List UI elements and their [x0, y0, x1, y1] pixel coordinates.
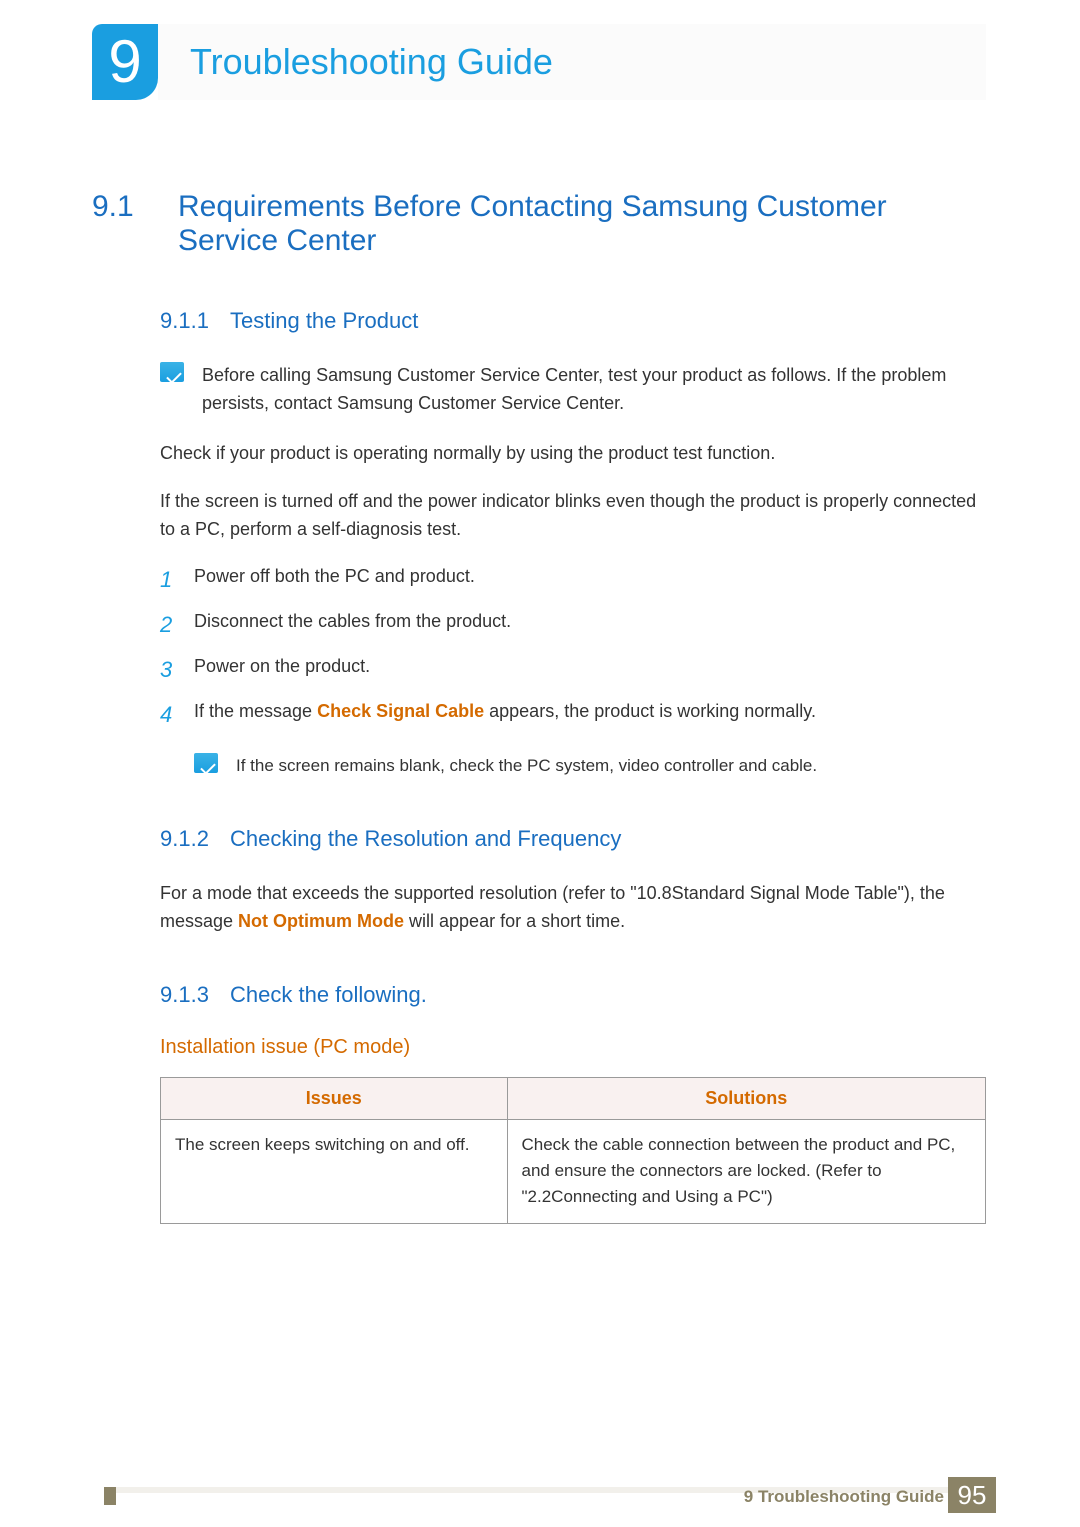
chapter-number-badge: 9	[92, 24, 158, 100]
step-text: Disconnect the cables from the product.	[194, 608, 511, 641]
step-text: Power off both the PC and product.	[194, 563, 475, 596]
chapter-title: Troubleshooting Guide	[158, 24, 986, 100]
subsection-number: 9.1.1	[160, 308, 230, 334]
issues-table: Issues Solutions The screen keeps switch…	[160, 1077, 986, 1224]
step-text: If the message Check Signal Cable appear…	[194, 698, 816, 731]
page-footer: 9 Troubleshooting Guide 95	[0, 1479, 1080, 1527]
table-row: The screen keeps switching on and off. C…	[161, 1119, 986, 1223]
footer-accent	[104, 1487, 116, 1505]
table-cell-issue: The screen keeps switching on and off.	[161, 1119, 508, 1223]
table-subheading: Installation issue (PC mode)	[160, 1036, 986, 1059]
highlight-text: Check Signal Cable	[317, 701, 484, 721]
note-block: Before calling Samsung Customer Service …	[160, 362, 986, 418]
paragraph: If the screen is turned off and the powe…	[160, 488, 986, 544]
step-number: 4	[160, 698, 180, 731]
subsection-9-1-1: 9.1.1Testing the Product Before calling …	[160, 308, 986, 780]
note-icon	[194, 753, 218, 773]
subsection-number: 9.1.3	[160, 982, 230, 1008]
footer-chapter-ref: 9 Troubleshooting Guide	[744, 1487, 944, 1507]
subsection-heading: 9.1.1Testing the Product	[160, 308, 986, 334]
paragraph: For a mode that exceeds the supported re…	[160, 880, 986, 936]
section-title: Requirements Before Contacting Samsung C…	[178, 190, 978, 258]
note-text: Before calling Samsung Customer Service …	[202, 362, 986, 418]
subsection-number: 9.1.2	[160, 826, 230, 852]
text-after: appears, the product is working normally…	[484, 701, 816, 721]
steps-list: 1 Power off both the PC and product. 2 Dis…	[160, 563, 986, 731]
page: 9 Troubleshooting Guide 9.1Requirements …	[0, 0, 1080, 1527]
table-cell-solution: Check the cable connection between the p…	[507, 1119, 986, 1223]
subsection-title: Testing the Product	[230, 308, 418, 333]
sub-note-block: If the screen remains blank, check the P…	[194, 753, 986, 779]
subsection-title: Check the following.	[230, 982, 427, 1007]
subsection-heading: 9.1.3Check the following.	[160, 982, 986, 1008]
step-number: 2	[160, 608, 180, 641]
step-text: Power on the product.	[194, 653, 370, 686]
text-after: will appear for a short time.	[404, 911, 625, 931]
table-header-solutions: Solutions	[507, 1077, 986, 1119]
subsection-9-1-2: 9.1.2Checking the Resolution and Frequen…	[160, 826, 986, 936]
sub-note-text: If the screen remains blank, check the P…	[236, 753, 817, 779]
page-number: 95	[948, 1477, 996, 1513]
subsection-9-1-3: 9.1.3Check the following. Installation i…	[160, 982, 986, 1224]
content-area: 9.1Requirements Before Contacting Samsun…	[92, 190, 986, 1224]
table-header-row: Issues Solutions	[161, 1077, 986, 1119]
section-heading: 9.1Requirements Before Contacting Samsun…	[92, 190, 986, 258]
section-number: 9.1	[92, 190, 178, 224]
step-item: 2 Disconnect the cables from the product.	[160, 608, 986, 641]
step-item: 4 If the message Check Signal Cable appe…	[160, 698, 986, 731]
table-header-issues: Issues	[161, 1077, 508, 1119]
subsection-heading: 9.1.2Checking the Resolution and Frequen…	[160, 826, 986, 852]
note-icon	[160, 362, 184, 382]
highlight-text: Not Optimum Mode	[238, 911, 404, 931]
text-before: If the message	[194, 701, 317, 721]
step-item: 3 Power on the product.	[160, 653, 986, 686]
step-item: 1 Power off both the PC and product.	[160, 563, 986, 596]
step-number: 1	[160, 563, 180, 596]
step-number: 3	[160, 653, 180, 686]
paragraph: Check if your product is operating norma…	[160, 440, 986, 468]
subsection-title: Checking the Resolution and Frequency	[230, 826, 621, 851]
